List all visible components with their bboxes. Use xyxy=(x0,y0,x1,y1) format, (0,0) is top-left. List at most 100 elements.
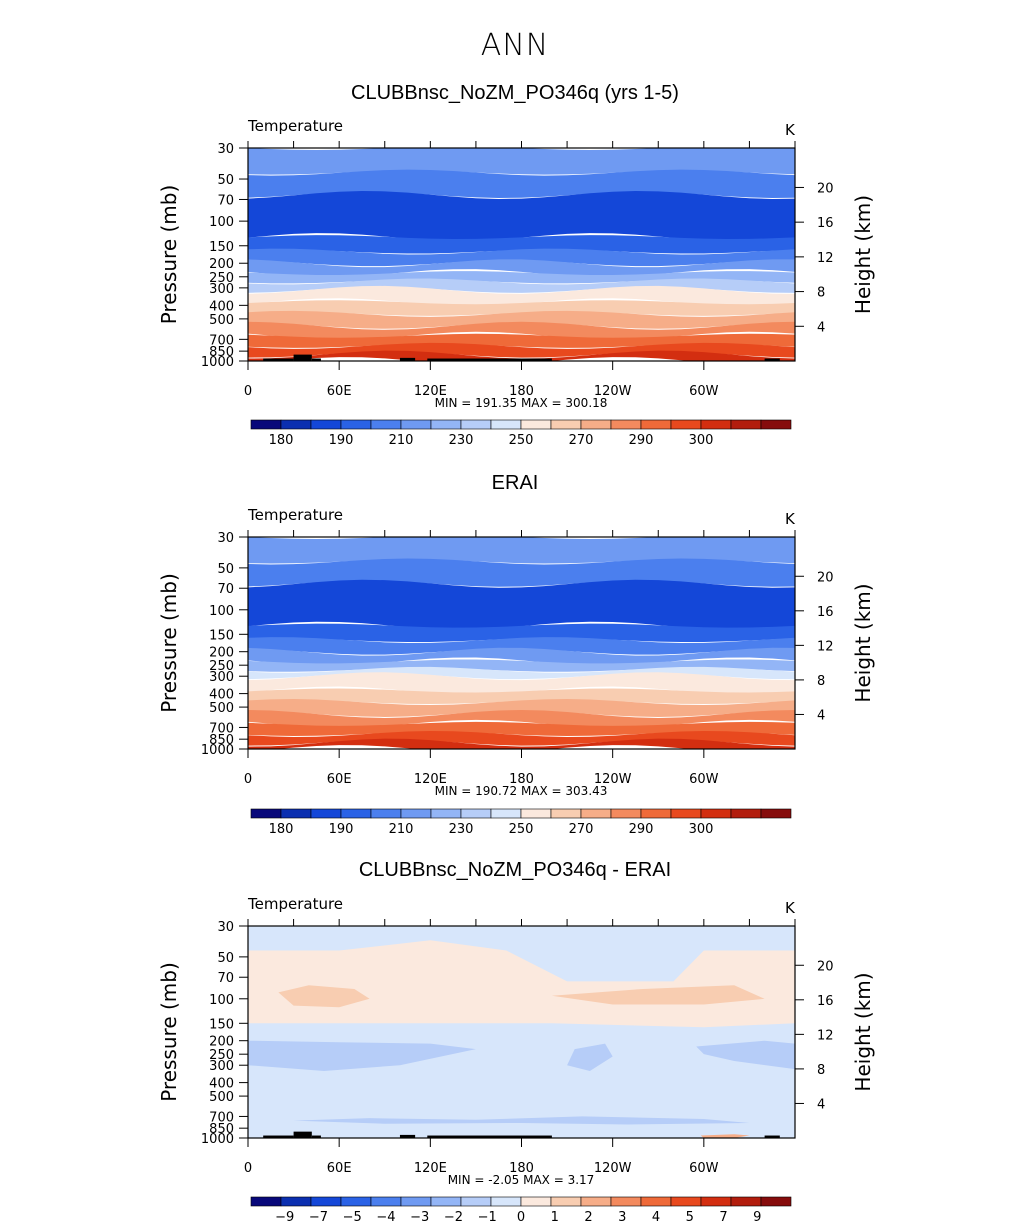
contour-band xyxy=(248,688,795,705)
y-axis-label: Pressure (mb) xyxy=(157,962,181,1102)
colorbar-swatch xyxy=(610,808,642,819)
lon-tick-label: 180 xyxy=(509,1161,534,1176)
topography-block xyxy=(263,1135,294,1138)
panel-2: Temperature K3050701001502002503004005007… xyxy=(157,506,875,837)
contour-band xyxy=(248,248,795,267)
colorbar-swatch xyxy=(670,808,702,819)
contour-band xyxy=(248,699,795,717)
colorbar-label: 4 xyxy=(652,1210,660,1225)
pressure-tick-label: 500 xyxy=(209,313,234,328)
colorbar-swatch xyxy=(580,419,612,430)
height-tick-label: 12 xyxy=(817,639,834,654)
colorbar-swatch xyxy=(340,419,372,430)
colorbar-swatch xyxy=(310,808,342,819)
colorbar-label: 300 xyxy=(689,822,714,837)
colorbar-swatch xyxy=(250,1196,282,1207)
contour-field xyxy=(248,926,795,1138)
colorbar-label: −4 xyxy=(376,1210,395,1225)
lon-tick-label: 0 xyxy=(244,772,252,787)
pressure-tick-label: 50 xyxy=(217,173,234,188)
plot-subtitle: Temperature xyxy=(247,895,343,913)
colorbar-label: 9 xyxy=(753,1210,761,1225)
colorbar-swatch xyxy=(550,808,582,819)
contour-field xyxy=(248,537,795,749)
lon-tick-label: 120W xyxy=(594,1161,632,1176)
pressure-tick-label: 200 xyxy=(209,257,234,272)
lon-tick-label: 180 xyxy=(509,384,534,399)
topography-block xyxy=(399,357,416,361)
min-max-stats: MIN = 190.72 MAX = 303.43 xyxy=(435,784,608,798)
contour-band xyxy=(248,637,795,655)
height-tick-label: 4 xyxy=(817,320,825,335)
contour-band xyxy=(248,148,795,175)
pressure-tick-label: 100 xyxy=(209,215,234,230)
colorbar-swatch xyxy=(310,419,342,430)
colorbar-swatch xyxy=(700,808,732,819)
colorbar-swatch xyxy=(610,1196,642,1207)
min-max-stats: MIN = 191.35 MAX = 300.18 xyxy=(435,396,608,410)
lon-tick-label: 0 xyxy=(244,1161,252,1176)
contour-region xyxy=(248,1040,476,1071)
pressure-tick-label: 500 xyxy=(209,701,234,716)
colorbar-label: 3 xyxy=(618,1210,626,1225)
colorbar-label: 270 xyxy=(569,433,594,448)
colorbar-label: 2 xyxy=(584,1210,592,1225)
colorbar-swatch xyxy=(700,1196,732,1207)
colorbar-label: 290 xyxy=(629,822,654,837)
topography-block xyxy=(764,1135,780,1138)
contour-band xyxy=(248,672,795,695)
colorbar-swatch xyxy=(730,1196,762,1207)
colorbar-label: 190 xyxy=(329,433,354,448)
contour-band xyxy=(248,278,795,293)
colorbar-label: 250 xyxy=(509,822,534,837)
topography-block xyxy=(311,358,321,361)
colorbar-swatch xyxy=(760,808,792,819)
pressure-tick-label: 300 xyxy=(209,1059,234,1074)
colorbar-label: 250 xyxy=(509,433,534,448)
y-axis-label: Pressure (mb) xyxy=(157,573,181,713)
plot-units: K xyxy=(785,121,796,139)
height-tick-label: 16 xyxy=(817,994,834,1009)
pressure-tick-label: 850 xyxy=(209,733,234,748)
colorbar-label: 210 xyxy=(389,433,414,448)
topography-block xyxy=(427,358,552,361)
contour-region xyxy=(567,1043,613,1071)
lon-tick-label: 120E xyxy=(414,384,447,399)
height-tick-label: 4 xyxy=(817,1097,825,1112)
lon-tick-label: 60W xyxy=(689,772,719,787)
contour-band xyxy=(248,350,795,361)
height-tick-label: 20 xyxy=(817,959,834,974)
panel-1: Temperature K3050701001502002503004005007… xyxy=(157,117,875,448)
panel-1-title: CLUBBnsc_NoZM_PO346q (yrs 1-5) xyxy=(351,82,679,104)
contour-band xyxy=(248,623,795,643)
colorbar-label: 190 xyxy=(329,822,354,837)
lon-tick-label: 0 xyxy=(244,384,252,399)
colorbar-swatch xyxy=(460,808,492,819)
colorbar-swatch xyxy=(460,1196,492,1207)
height-tick-label: 12 xyxy=(817,1028,834,1043)
pressure-tick-label: 300 xyxy=(209,282,234,297)
colorbar-swatch xyxy=(730,419,762,430)
colorbar-swatch xyxy=(310,1196,342,1207)
height-tick-label: 20 xyxy=(817,570,834,585)
pressure-tick-label: 200 xyxy=(209,1035,234,1050)
colorbar-swatch xyxy=(250,419,282,430)
contour-band xyxy=(248,579,795,630)
pressure-tick-label: 400 xyxy=(209,299,234,314)
lon-tick-label: 120W xyxy=(594,384,632,399)
contour-region xyxy=(696,1040,795,1070)
colorbar-label: 7 xyxy=(719,1210,727,1225)
panel-3: Temperature K3050701001502002503004005007… xyxy=(157,895,875,1225)
contour-band xyxy=(248,310,795,329)
pressure-tick-label: 150 xyxy=(209,628,234,643)
pressure-tick-label: 1000 xyxy=(201,355,234,370)
pressure-tick-label: 150 xyxy=(209,1017,234,1032)
colorbar-swatch xyxy=(280,808,312,819)
pressure-tick-label: 70 xyxy=(217,582,234,597)
colorbar-swatch xyxy=(730,808,762,819)
contour-region xyxy=(293,1116,750,1125)
colorbar-swatch xyxy=(340,1196,372,1207)
contour-band xyxy=(248,721,795,736)
colorbar-swatch xyxy=(340,808,372,819)
